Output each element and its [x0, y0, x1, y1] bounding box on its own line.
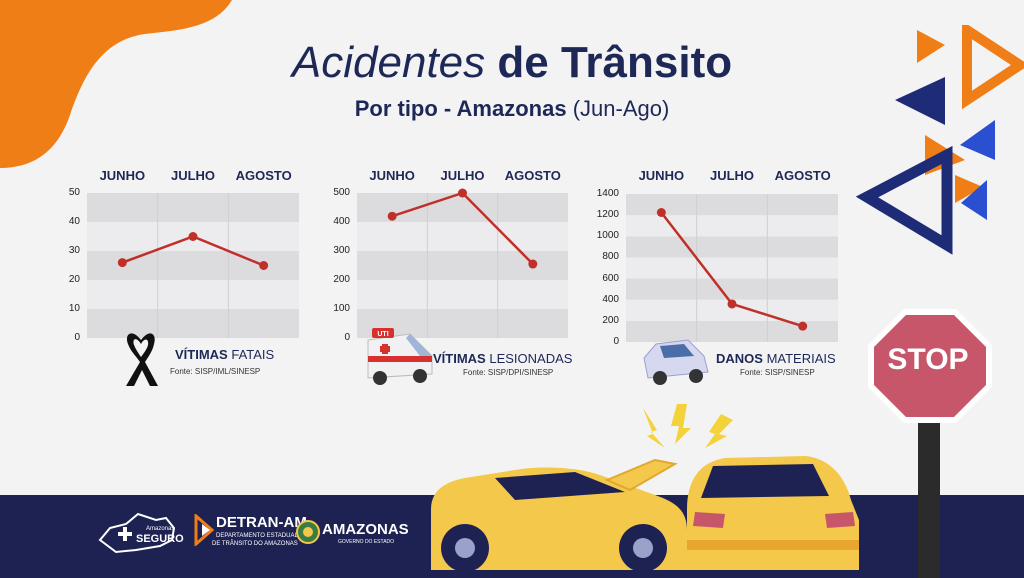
grid-band	[87, 280, 299, 309]
month-label-julho: JULHO	[170, 168, 216, 183]
month-label-julho: JULHO	[440, 168, 485, 183]
month-label-agosto: AGOSTO	[774, 168, 831, 183]
y-tick-label: 400	[602, 293, 619, 305]
grid-band	[87, 193, 299, 222]
y-tick-label: 1000	[596, 230, 619, 242]
y-tick-label: 300	[333, 245, 350, 256]
page-subtitle: Por tipo - Amazonas (Jun-Ago)	[0, 96, 1024, 122]
car-crash-illustration	[431, 404, 859, 572]
subtitle-range: (Jun-Ago)	[572, 96, 670, 121]
grid-band	[357, 193, 568, 222]
month-label-agosto: AGOSTO	[235, 168, 292, 183]
ambulance-label: UTI	[377, 331, 388, 338]
caption-damage: DANOS MATERIAIS	[716, 351, 836, 366]
data-point-julho	[458, 188, 467, 198]
grid-band	[626, 299, 838, 321]
caption-damage-rest: MATERIAIS	[766, 351, 836, 366]
caption-fatal-bold: VÍTIMAS	[175, 347, 228, 362]
caption-injured-rest: LESIONADAS	[489, 351, 573, 366]
logo2-sub2: DE TRÂNSITO DO AMAZONAS	[212, 541, 298, 547]
y-tick-label: 20	[68, 274, 80, 285]
orange-blob-decoration	[0, 0, 232, 168]
source-injured: Fonte: SISP/DPI/SINESP	[463, 368, 554, 377]
y-tick-label: 0	[344, 332, 350, 343]
data-point-agosto	[528, 259, 538, 269]
grid-band	[87, 222, 299, 251]
grid-band	[626, 215, 838, 237]
caption-injured: VÍTIMAS LESIONADAS	[433, 351, 572, 366]
y-tick-label: 1400	[596, 188, 619, 199]
triangles-decoration	[855, 25, 1024, 255]
logo1-small: Amazonas	[146, 526, 175, 532]
detran-logo-icon	[194, 514, 215, 546]
ambulance-icon: UTI	[367, 328, 433, 385]
grid-band	[357, 280, 568, 309]
logo3-sub: GOVERNO DO ESTADO	[338, 539, 395, 545]
data-point-junho	[387, 211, 397, 221]
y-tick-label: 40	[68, 216, 80, 227]
grid-band	[626, 194, 838, 216]
stop-sign-illustration	[868, 309, 992, 578]
caption-damage-bold: DANOS	[716, 351, 763, 366]
caption-fatal-rest: FATAIS	[231, 347, 275, 362]
grid-band	[357, 222, 568, 251]
grid-band	[626, 236, 838, 258]
data-point-junho	[656, 208, 666, 217]
y-tick-label: 600	[602, 272, 619, 284]
title-bold: de Trânsito	[497, 38, 733, 87]
page-title: Acidentes de Trânsito	[0, 38, 1024, 88]
month-label-julho: JULHO	[709, 168, 755, 183]
damaged-car-icon	[643, 339, 709, 385]
y-tick-label: 0	[74, 332, 80, 343]
y-tick-label: 800	[602, 251, 619, 263]
amazonas-coat-of-arms-icon	[296, 520, 320, 544]
y-tick-label: 400	[333, 216, 350, 227]
caption-fatal: VÍTIMAS FATAIS	[175, 347, 274, 362]
subtitle-bold: Por tipo - Amazonas	[354, 96, 567, 121]
grid-band	[357, 251, 568, 280]
y-tick-label: 500	[333, 187, 350, 198]
y-tick-label: 200	[333, 274, 350, 285]
grid-band	[626, 278, 838, 300]
amazonas-seguro-logo	[98, 512, 176, 554]
month-label-junho: JUNHO	[638, 168, 685, 183]
y-tick-label: 1200	[596, 209, 619, 221]
logo3-main: AMAZONAS	[322, 521, 409, 538]
y-tick-label: 100	[333, 303, 350, 314]
series-line	[121, 235, 265, 267]
y-tick-label: 10	[68, 303, 80, 314]
title-italic: Acidentes	[291, 38, 486, 87]
source-damage: Fonte: SISP/SINESP	[740, 368, 815, 377]
y-tick-label: 0	[613, 336, 619, 347]
month-label-junho: JUNHO	[369, 168, 415, 183]
data-point-junho	[117, 258, 127, 268]
y-tick-label: 50	[68, 187, 80, 198]
data-point-julho	[188, 232, 198, 241]
mourning-ribbon-icon	[126, 333, 158, 386]
data-point-agosto	[259, 261, 269, 270]
data-point-julho	[727, 299, 737, 309]
y-tick-label: 30	[68, 245, 80, 256]
grid-band	[626, 257, 838, 279]
logo2-main: DETRAN-AM	[216, 514, 307, 531]
logo1-main: SEGURO	[136, 533, 184, 545]
series-line	[660, 211, 804, 328]
logo2-sub1: DEPARTAMENTO ESTADUAL	[216, 533, 298, 539]
caption-injured-bold: VÍTIMAS	[433, 351, 486, 366]
y-tick-label: 200	[602, 314, 619, 326]
month-label-agosto: AGOSTO	[504, 168, 561, 183]
grid-band	[87, 251, 299, 280]
stop-sign-text: STOP	[887, 343, 969, 376]
month-label-junho: JUNHO	[99, 168, 146, 183]
series-line	[391, 191, 534, 265]
source-fatal: Fonte: SISP/IML/SINESP	[170, 367, 261, 376]
data-point-agosto	[798, 321, 808, 331]
